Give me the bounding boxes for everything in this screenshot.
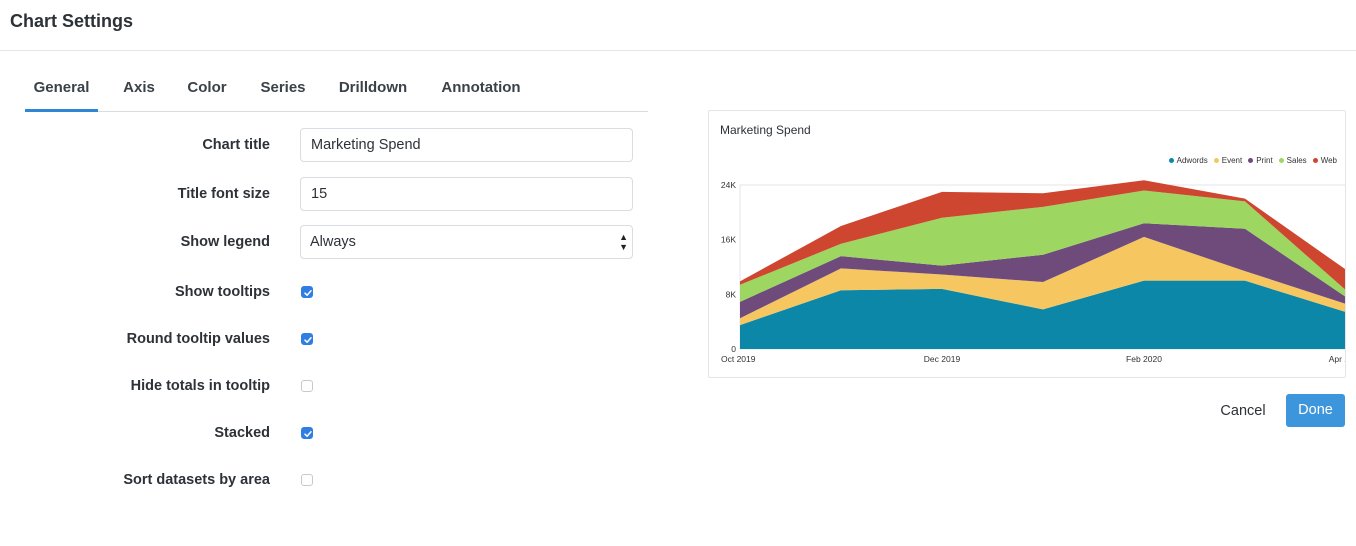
header: Chart Settings (0, 0, 1356, 51)
chart-title-row: Chart title Marketing Spend (0, 128, 650, 162)
y-tick-label: 8K (726, 289, 737, 299)
cancel-button[interactable]: Cancel (1220, 403, 1266, 419)
tab-annotation[interactable]: Annotation (441, 79, 521, 96)
legend-item-event[interactable]: Event (1213, 156, 1243, 165)
legend-dot-icon (1312, 158, 1318, 163)
select-arrows-icon: ▲ ▼ (619, 232, 628, 252)
title-font-size-input[interactable]: 15 (300, 177, 633, 211)
series-area-web (740, 180, 1345, 290)
legend-dot-icon (1248, 158, 1254, 163)
legend-label: Sales (1286, 156, 1307, 165)
x-tick-label: Oct 2019 (721, 354, 756, 364)
legend-item-print[interactable]: Print (1248, 156, 1273, 165)
done-button[interactable]: Done (1286, 394, 1345, 427)
sort-datasets-label: Sort datasets by area (123, 472, 270, 488)
page-title: Chart Settings (10, 11, 134, 31)
series-area-sales (740, 190, 1345, 302)
y-tick-label: 16K (721, 235, 736, 245)
tab-bar: General Axis Color Series Drilldown Anno… (25, 72, 648, 112)
series-area-adwords (740, 280, 1345, 349)
stacked-checkbox[interactable] (301, 427, 313, 439)
checkmark-icon (304, 290, 312, 296)
tab-general[interactable]: General (25, 72, 98, 112)
chart-canvas: 0 8K 16K 24K Oct 2019 Dec 2019 Feb 2020 Apr 202… (721, 180, 1346, 364)
legend-label: Print (1256, 156, 1273, 165)
show-legend-value: Always (310, 234, 356, 250)
show-legend-row: Show legend Always ▲ ▼ (0, 225, 650, 259)
series-area-event (740, 236, 1345, 326)
legend-item-sales[interactable]: Sales (1278, 156, 1307, 165)
y-tick-label: 24K (721, 180, 736, 190)
round-tooltip-values-row: Round tooltip values (0, 322, 650, 356)
legend-dot-icon (1213, 158, 1219, 163)
title-font-size-label: Title font size (177, 186, 270, 202)
show-legend-label: Show legend (180, 234, 270, 250)
legend-item-adwords[interactable]: Adwords (1168, 156, 1208, 165)
checkmark-icon (304, 337, 312, 343)
x-tick-label: Dec 2019 (924, 354, 961, 364)
y-tick-label: 0 (731, 344, 736, 354)
hide-totals-row: Hide totals in tooltip (0, 369, 650, 403)
stacked-label: Stacked (214, 425, 270, 441)
chart-title-label: Chart title (202, 137, 270, 153)
tab-series[interactable]: Series (260, 79, 306, 96)
title-font-size-row: Title font size 15 (0, 177, 650, 211)
show-tooltips-row: Show tooltips (0, 275, 650, 309)
sort-datasets-row: Sort datasets by area (0, 463, 650, 497)
legend-dot-icon (1168, 158, 1174, 163)
show-tooltips-label: Show tooltips (174, 284, 270, 300)
chart-title-input[interactable]: Marketing Spend (300, 128, 633, 162)
chart-title: Marketing Spend (720, 123, 811, 137)
hide-totals-label: Hide totals in tooltip (130, 378, 270, 394)
legend-dot-icon (1278, 158, 1284, 163)
show-tooltips-checkbox[interactable] (301, 286, 313, 298)
chart-preview: Marketing Spend Adwords Event Print Sales We… (708, 110, 1346, 378)
round-tooltip-values-label: Round tooltip values (126, 331, 270, 347)
legend-label: Web (1320, 156, 1337, 165)
chart-legend: Adwords Event Print Sales Web (1168, 156, 1337, 165)
series-area-print (740, 223, 1345, 319)
legend-item-web[interactable]: Web (1312, 156, 1337, 165)
round-tooltip-values-checkbox[interactable] (301, 333, 313, 345)
checkmark-icon (304, 431, 312, 437)
x-tick-label: Apr 2020 (1329, 354, 1346, 364)
tab-drilldown[interactable]: Drilldown (338, 79, 408, 96)
tab-color[interactable]: Color (187, 79, 227, 96)
legend-label: Event (1221, 156, 1243, 165)
hide-totals-checkbox[interactable] (301, 380, 313, 392)
tab-axis[interactable]: Axis (123, 79, 155, 96)
legend-label: Adwords (1176, 156, 1208, 165)
show-legend-select[interactable]: Always ▲ ▼ (300, 225, 633, 259)
stacked-row: Stacked (0, 416, 650, 450)
x-tick-label: Feb 2020 (1126, 354, 1162, 364)
sort-datasets-checkbox[interactable] (301, 474, 313, 486)
